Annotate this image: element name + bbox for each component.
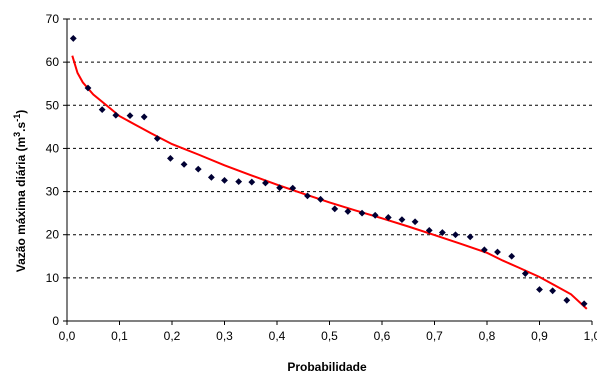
- fitted-curve-layer: [71, 55, 588, 310]
- data-point: [494, 248, 501, 256]
- data-point: [521, 270, 529, 277]
- data-point: [398, 216, 406, 224]
- data-point: [167, 154, 174, 162]
- data-point: [140, 113, 148, 121]
- data-point: [452, 231, 459, 239]
- data-point: [466, 233, 474, 241]
- grid-lines: [67, 18, 592, 279]
- y-tick-label: 10: [46, 271, 60, 285]
- y-tick-label: 50: [46, 98, 60, 112]
- data-point: [331, 205, 339, 213]
- data-point: [180, 160, 188, 168]
- data-point: [304, 192, 311, 200]
- data-point: [411, 218, 419, 226]
- data-point: [563, 296, 571, 304]
- data-point: [580, 300, 588, 308]
- data-points-layer: [69, 35, 588, 308]
- x-tick-label: 0,7: [426, 329, 443, 343]
- data-point: [317, 195, 324, 203]
- data-point: [207, 173, 215, 181]
- data-point: [384, 214, 392, 221]
- data-point: [344, 208, 352, 215]
- data-point: [425, 227, 433, 234]
- data-point: [194, 165, 202, 173]
- data-point: [480, 246, 488, 254]
- x-tick-label: 0,6: [374, 329, 391, 343]
- data-point: [276, 184, 284, 192]
- data-point: [221, 176, 228, 184]
- data-point: [69, 35, 77, 42]
- data-point: [84, 84, 92, 92]
- data-point: [112, 111, 120, 119]
- x-tick-label: 0,4: [269, 329, 286, 343]
- x-tick-label: 0,8: [479, 329, 496, 343]
- x-tick-label: 0,2: [164, 329, 181, 343]
- y-tick-label: 70: [46, 12, 60, 26]
- data-point: [549, 287, 557, 295]
- data-point: [289, 184, 297, 192]
- fitted-curve: [71, 55, 588, 310]
- data-point: [262, 179, 269, 187]
- data-point: [98, 106, 106, 113]
- data-point: [248, 178, 256, 186]
- data-point: [438, 229, 446, 236]
- axes: [66, 19, 592, 322]
- data-point: [153, 135, 161, 142]
- data-point: [536, 286, 543, 293]
- data-point: [371, 211, 379, 219]
- x-tick-label: 0,0: [59, 329, 76, 343]
- data-point: [358, 209, 366, 217]
- y-tick-label: 60: [46, 55, 60, 69]
- data-point: [126, 112, 134, 120]
- x-tick-label: 0,3: [216, 329, 233, 343]
- x-axis-title: Probabilidade: [287, 360, 367, 374]
- y-tick-label: 20: [46, 228, 60, 242]
- y-tick-label: 0: [52, 314, 59, 328]
- x-tick-label: 0,1: [111, 329, 128, 343]
- data-point: [508, 252, 516, 260]
- data-point: [235, 178, 243, 186]
- y-tick-label: 30: [46, 185, 60, 199]
- x-tick-label: 0,9: [531, 329, 548, 343]
- y-axis-title: Vazão máxima diária (m3.s-1): [12, 110, 28, 272]
- x-tick-label: 1,0: [584, 329, 597, 343]
- x-tick-label: 0,5: [321, 329, 338, 343]
- y-tick-label: 40: [46, 141, 60, 155]
- ticks: 0 10 20 30 40 50 60 70 0,0 0,1 0,2 0,3 0,4 0,5 0,6 0,7 0…: [46, 12, 597, 343]
